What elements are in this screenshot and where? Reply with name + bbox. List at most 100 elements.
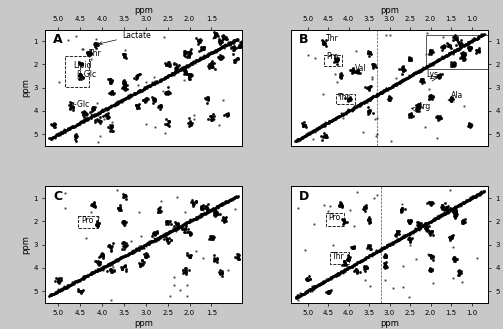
Point [182,50,190,56]
Point [53,132,61,137]
Point [458,280,466,285]
Point [217,45,225,50]
Point [207,236,215,241]
Point [178,65,186,71]
Point [360,129,368,135]
Point [87,269,95,275]
Point [429,60,437,65]
Point [227,39,235,45]
Point [139,244,147,250]
Point [314,126,322,131]
Point [362,98,370,103]
Point [156,235,164,240]
Point [91,269,99,275]
Point [460,201,468,206]
Point [414,104,423,109]
Point [438,202,446,207]
Point [156,103,164,108]
Point [468,37,476,42]
Point [77,119,85,124]
Point [300,134,308,139]
Point [53,133,61,138]
Point [90,113,98,118]
Point [473,255,481,261]
Point [164,92,172,97]
Point [480,188,488,193]
Point [126,92,134,97]
Point [161,75,169,80]
Point [442,205,450,210]
Point [433,58,441,63]
Point [121,96,129,101]
Point [368,94,376,100]
Point [99,108,107,113]
Point [469,195,477,200]
Point [458,200,466,205]
Point [416,68,424,73]
Point [368,252,376,257]
Point [456,45,464,50]
Point [407,114,415,119]
Point [294,292,302,298]
Point [218,37,226,42]
Point [212,33,220,38]
Point [207,64,215,69]
Point [315,125,323,130]
Point [347,96,355,102]
Point [181,64,189,69]
Point [85,117,93,123]
Point [331,116,339,122]
Point [441,211,449,216]
Point [476,191,484,197]
Point [398,68,406,73]
Point [124,95,132,100]
Point [333,273,341,278]
Point [475,35,483,40]
Point [356,102,364,108]
Point [343,257,351,262]
Point [123,95,131,100]
Point [191,58,199,63]
Point [216,45,224,51]
Point [122,196,130,202]
Point [90,107,98,112]
Point [94,118,102,123]
Point [148,82,156,87]
Point [435,72,443,77]
Point [181,49,189,54]
Point [158,233,166,238]
Point [324,120,332,125]
Point [77,118,86,124]
Point [108,123,116,129]
Point [373,92,381,97]
Point [366,242,374,248]
Point [53,289,61,294]
Point [109,259,117,264]
Point [137,245,145,250]
Point [130,248,138,253]
Point [90,112,98,117]
Point [87,114,95,119]
Point [95,267,103,273]
Point [437,213,445,218]
Point [438,55,446,60]
Point [395,238,403,243]
Point [120,87,128,92]
Point [480,189,488,194]
Point [82,274,91,279]
Point [180,222,188,227]
Point [360,99,368,104]
Point [164,230,172,235]
Point [337,71,345,76]
Point [233,194,241,199]
Point [213,212,221,217]
Point [139,88,147,93]
Point [182,269,190,274]
Point [331,116,339,121]
Point [389,239,397,244]
Point [87,52,95,57]
Point [185,74,193,79]
Point [448,207,456,212]
Point [478,32,486,37]
Point [141,242,149,247]
